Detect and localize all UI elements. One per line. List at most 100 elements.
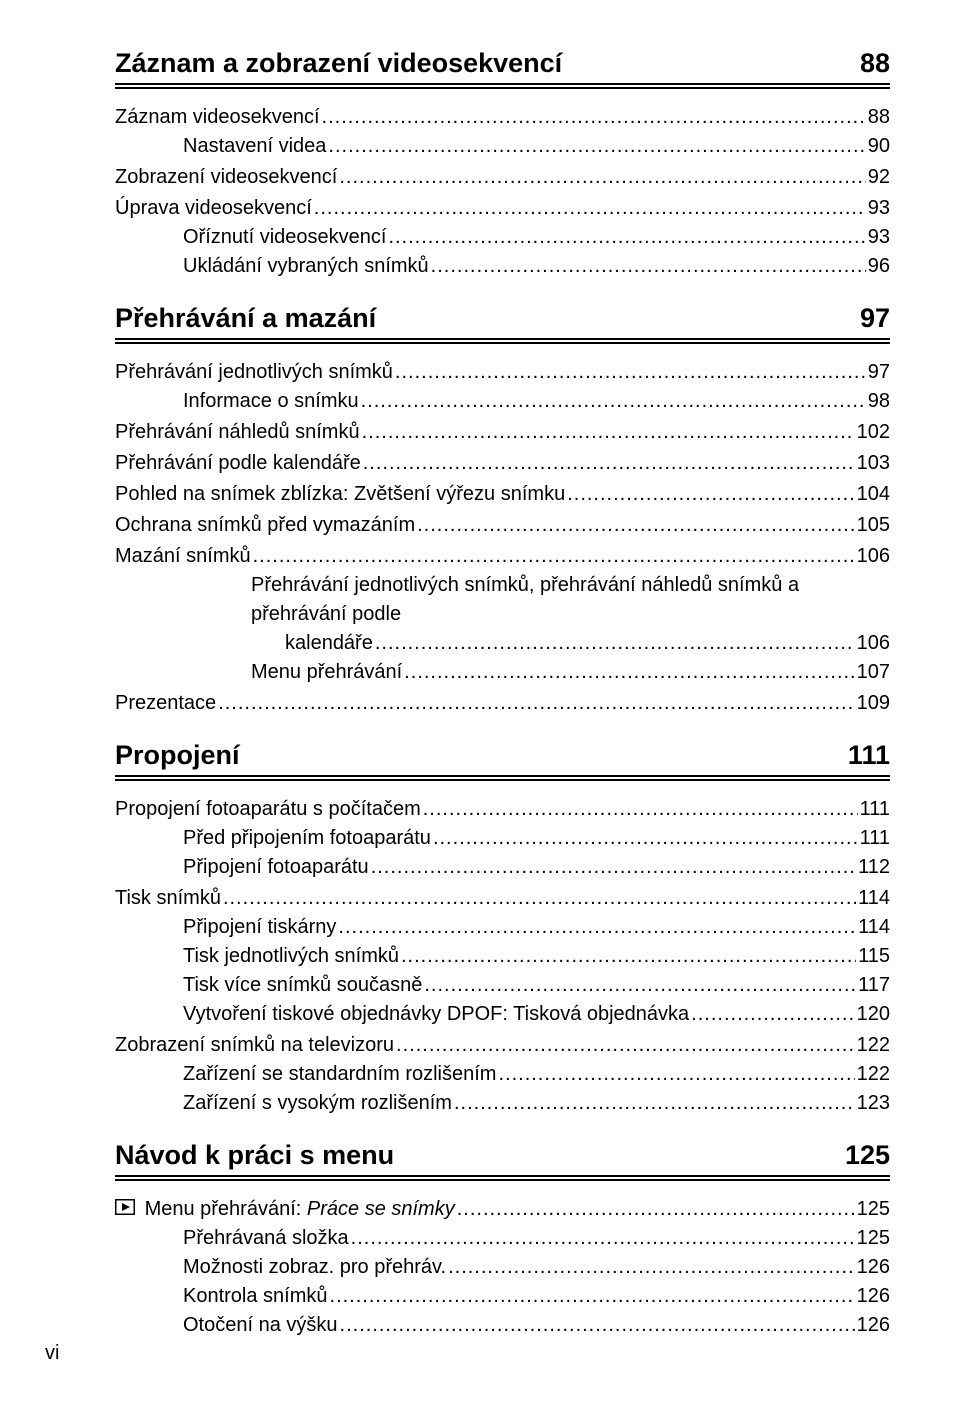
toc-entry-label: Přehrávání podle kalendáře xyxy=(115,452,361,474)
toc-entry-page: 93 xyxy=(868,223,890,252)
section-heading: Propojení 111 xyxy=(115,740,890,771)
toc-leader-dots xyxy=(218,689,854,718)
toc-entry-label: Oříznutí videosekvencí xyxy=(183,226,386,248)
toc-entry: Záznam videosekvencí88 xyxy=(115,103,890,132)
section-title: Návod k práci s menu xyxy=(115,1140,394,1171)
toc-entry-page: 106 xyxy=(857,542,890,571)
toc-entry-label: Zobrazení videosekvencí xyxy=(115,166,337,188)
toc-entry-page: 88 xyxy=(868,103,890,132)
toc-entry: Tisk jednotlivých snímků115 xyxy=(115,942,890,971)
toc-leader-dots xyxy=(371,853,856,882)
toc-entry-page: 107 xyxy=(857,658,890,687)
toc-entry-label: Připojení fotoaparátu xyxy=(183,856,369,878)
toc-entry-label: Menu přehrávání: xyxy=(145,1198,302,1220)
toc-entry: Menu přehrávání: Práce se snímky125 xyxy=(115,1195,890,1224)
toc-entry-page: 114 xyxy=(858,913,890,942)
section-title: Přehrávání a mazání xyxy=(115,303,376,334)
toc-entry: Přehrávání jednotlivých snímků97 xyxy=(115,358,890,387)
toc-leader-dots xyxy=(423,795,858,824)
toc-entry-page: 114 xyxy=(858,884,890,913)
toc-entry: Ukládání vybraných snímků96 xyxy=(115,252,890,281)
toc-leader-dots xyxy=(330,1282,855,1311)
toc-leader-dots xyxy=(388,223,865,252)
toc-leader-dots xyxy=(339,163,865,192)
section-title: Záznam a zobrazení videosekvencí xyxy=(115,48,562,79)
toc-entry-subtitle: Práce se snímky xyxy=(307,1198,455,1220)
toc-entry-page: 126 xyxy=(857,1253,890,1282)
toc-entry-label: Tisk snímků xyxy=(115,887,221,909)
toc-entry-page: 104 xyxy=(857,480,890,509)
toc-entry-label: kalendáře xyxy=(285,629,373,658)
toc-entry-page: 102 xyxy=(857,418,890,447)
toc-entry-page: 111 xyxy=(860,795,890,824)
toc-leader-dots xyxy=(253,542,855,571)
toc-entry-label: Vytvoření tiskové objednávky DPOF: Tisko… xyxy=(183,1003,689,1025)
toc-entry-page: 125 xyxy=(857,1224,890,1253)
section-rule xyxy=(115,83,890,89)
toc-entry-label: Přehrávání jednotlivých snímků xyxy=(115,361,393,383)
section-rule xyxy=(115,775,890,781)
toc-entry-label: Připojení tiskárny xyxy=(183,916,336,938)
toc-entry-page: 126 xyxy=(857,1282,890,1311)
toc-entry: Propojení fotoaparátu s počítačem 111 xyxy=(115,795,890,824)
page-number: vi xyxy=(45,1342,59,1365)
toc-leader-dots xyxy=(498,1060,854,1089)
toc-entry-label: Přehrávaná složka xyxy=(183,1227,349,1249)
toc-entry-label: Prezentace xyxy=(115,692,216,714)
toc-entry-page: 122 xyxy=(857,1060,890,1089)
toc-leader-dots xyxy=(328,132,865,161)
toc-leader-dots xyxy=(454,1089,855,1118)
toc-entry-label: Zobrazení snímků na televizoru xyxy=(115,1034,394,1056)
toc-leader-dots xyxy=(457,1195,855,1224)
toc-entry-label: Otočení na výšku xyxy=(183,1314,338,1336)
toc-entry: Zobrazení videosekvencí 92 xyxy=(115,163,890,192)
toc-leader-dots xyxy=(338,913,856,942)
toc-entry: Zobrazení snímků na televizoru122 xyxy=(115,1031,890,1060)
toc-entry: Otočení na výšku126 xyxy=(115,1311,890,1340)
toc-entry: Připojení tiskárny 114 xyxy=(115,913,890,942)
toc-entry: Ochrana snímků před vymazáním105 xyxy=(115,511,890,540)
toc-entry-label: Kontrola snímků xyxy=(183,1285,328,1307)
toc-entry-label: Nastavení videa xyxy=(183,135,326,157)
toc-entry: Prezentace109 xyxy=(115,689,890,718)
toc-leader-dots xyxy=(417,511,855,540)
section-rule xyxy=(115,338,890,344)
toc-leader-dots xyxy=(363,449,855,478)
toc-leader-dots xyxy=(340,1311,855,1340)
toc-entry-label: Zařízení se standardním rozlišením xyxy=(183,1063,496,1085)
toc-entry-label: Přehrávání náhledů snímků xyxy=(115,421,360,443)
toc-entry-label: Možnosti zobraz. pro přehráv. xyxy=(183,1256,446,1278)
toc-leader-dots xyxy=(433,824,858,853)
toc-entry-page: 106 xyxy=(857,629,890,658)
toc-entry-page: 92 xyxy=(868,163,890,192)
toc-leader-dots xyxy=(362,418,855,447)
section-rule xyxy=(115,1175,890,1181)
toc-leader-dots xyxy=(396,1031,855,1060)
section-page: 111 xyxy=(848,740,890,771)
toc-entry-page: 103 xyxy=(857,449,890,478)
toc-entry-page: 98 xyxy=(868,387,890,416)
toc-entry-page: 93 xyxy=(868,194,890,223)
toc-leader-dots xyxy=(424,971,856,1000)
toc-entry-label: Propojení fotoaparátu s počítačem xyxy=(115,798,421,820)
toc-entry: Přehrávaná složka 125 xyxy=(115,1224,890,1253)
toc-leader-dots xyxy=(431,252,866,281)
section-page: 97 xyxy=(860,303,890,334)
toc-entry-label: Úprava videosekvencí xyxy=(115,197,312,219)
toc-entry: Před připojením fotoaparátu111 xyxy=(115,824,890,853)
section-page: 125 xyxy=(845,1140,890,1171)
toc-entry-label: Tisk více snímků současně xyxy=(183,974,422,996)
toc-leader-dots xyxy=(314,194,866,223)
toc-entry: Kontrola snímků 126 xyxy=(115,1282,890,1311)
toc-entry: Menu přehrávání107 xyxy=(115,658,890,687)
toc-leader-dots xyxy=(375,629,855,658)
toc-entry: Informace o snímku98 xyxy=(115,387,890,416)
section-title: Propojení xyxy=(115,740,240,771)
toc-entry: Mazání snímků106 xyxy=(115,542,890,571)
section-page: 88 xyxy=(860,48,890,79)
toc-leader-dots xyxy=(351,1224,855,1253)
toc-entry: Zařízení s vysokým rozlišením123 xyxy=(115,1089,890,1118)
section-heading: Přehrávání a mazání 97 xyxy=(115,303,890,334)
toc-leader-dots xyxy=(223,884,856,913)
toc-entry-label: Tisk jednotlivých snímků xyxy=(183,945,399,967)
